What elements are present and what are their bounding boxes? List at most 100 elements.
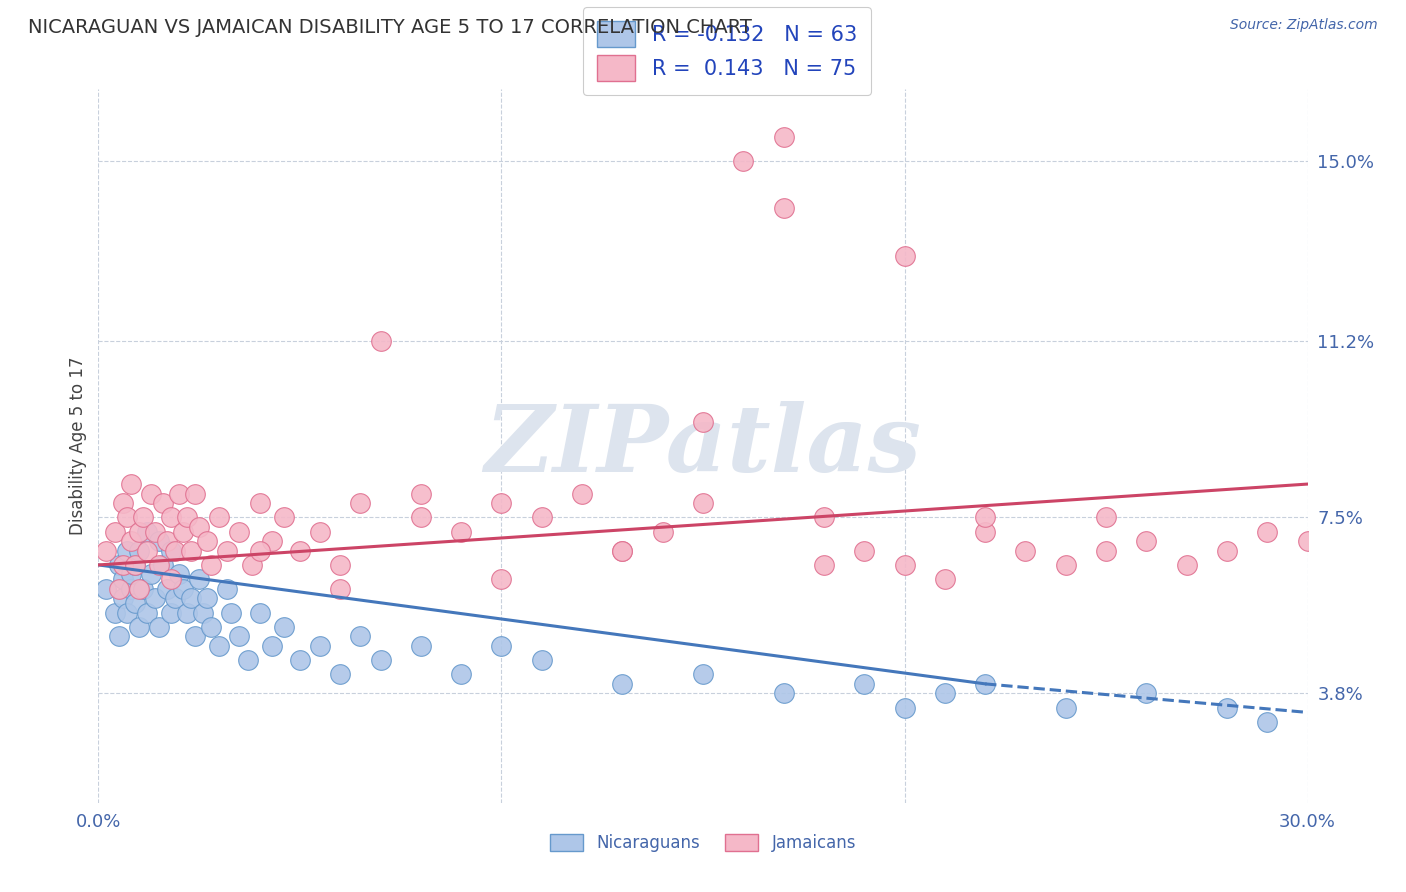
Point [160,543,183,558]
Point [450,524,472,539]
Point [217,543,239,558]
Point [349,629,371,643]
Point [128,582,150,596]
Point [1095,510,1118,524]
Point [163,543,186,558]
Point [309,639,332,653]
Text: ZIPatlas: ZIPatlas [485,401,921,491]
Point [571,486,593,500]
Point [1256,714,1278,729]
Point [96,543,118,558]
Point [974,677,997,691]
Point [651,524,673,539]
Point [163,591,186,606]
Point [813,558,835,572]
Point [193,606,215,620]
Point [172,524,194,539]
Point [167,486,190,500]
Text: Source: ZipAtlas.com: Source: ZipAtlas.com [1230,18,1378,32]
Point [115,606,138,620]
Point [156,534,179,549]
Point [107,558,129,572]
Point [132,510,155,524]
Point [160,572,183,586]
Point [491,496,513,510]
Point [184,486,207,500]
Point [208,510,231,524]
Point [124,558,146,572]
Point [273,510,295,524]
Point [409,510,432,524]
Point [176,510,198,524]
Point [148,558,170,572]
Point [853,543,876,558]
Point [1095,543,1118,558]
Point [236,653,259,667]
Point [491,572,513,586]
Point [176,606,198,620]
Point [135,543,157,558]
Point [167,567,190,582]
Point [450,667,472,681]
Legend: Nicaraguans, Jamaicans: Nicaraguans, Jamaicans [543,827,863,859]
Point [974,510,997,524]
Point [260,639,283,653]
Point [143,524,166,539]
Point [530,510,553,524]
Point [228,629,250,643]
Point [103,606,125,620]
Point [135,606,157,620]
Point [160,510,183,524]
Point [349,496,371,510]
Point [1135,686,1157,700]
Point [772,129,794,144]
Point [329,558,352,572]
Point [107,629,129,643]
Point [612,543,634,558]
Point [139,567,162,582]
Point [1256,524,1278,539]
Point [249,606,271,620]
Point [124,596,146,610]
Point [152,558,174,572]
Point [772,201,794,215]
Point [934,686,956,700]
Point [1216,700,1239,714]
Point [115,543,138,558]
Point [228,524,250,539]
Point [309,524,332,539]
Point [893,249,915,263]
Point [160,606,183,620]
Point [329,582,352,596]
Point [135,524,157,539]
Point [128,543,150,558]
Point [111,558,134,572]
Point [120,567,142,582]
Point [200,620,222,634]
Point [217,582,239,596]
Point [853,677,876,691]
Point [172,582,194,596]
Point [733,153,755,168]
Point [208,639,231,653]
Point [329,667,352,681]
Point [111,591,134,606]
Point [143,591,166,606]
Point [409,486,432,500]
Point [491,639,513,653]
Point [893,558,915,572]
Point [156,582,179,596]
Point [1135,534,1157,549]
Point [530,653,553,667]
Point [240,558,263,572]
Point [120,477,142,491]
Point [273,620,295,634]
Y-axis label: Disability Age 5 to 17: Disability Age 5 to 17 [69,357,87,535]
Text: NICARAGUAN VS JAMAICAN DISABILITY AGE 5 TO 17 CORRELATION CHART: NICARAGUAN VS JAMAICAN DISABILITY AGE 5 … [28,18,752,37]
Point [120,582,142,596]
Point [115,510,138,524]
Point [692,415,714,429]
Point [103,524,125,539]
Point [893,700,915,714]
Point [1296,534,1319,549]
